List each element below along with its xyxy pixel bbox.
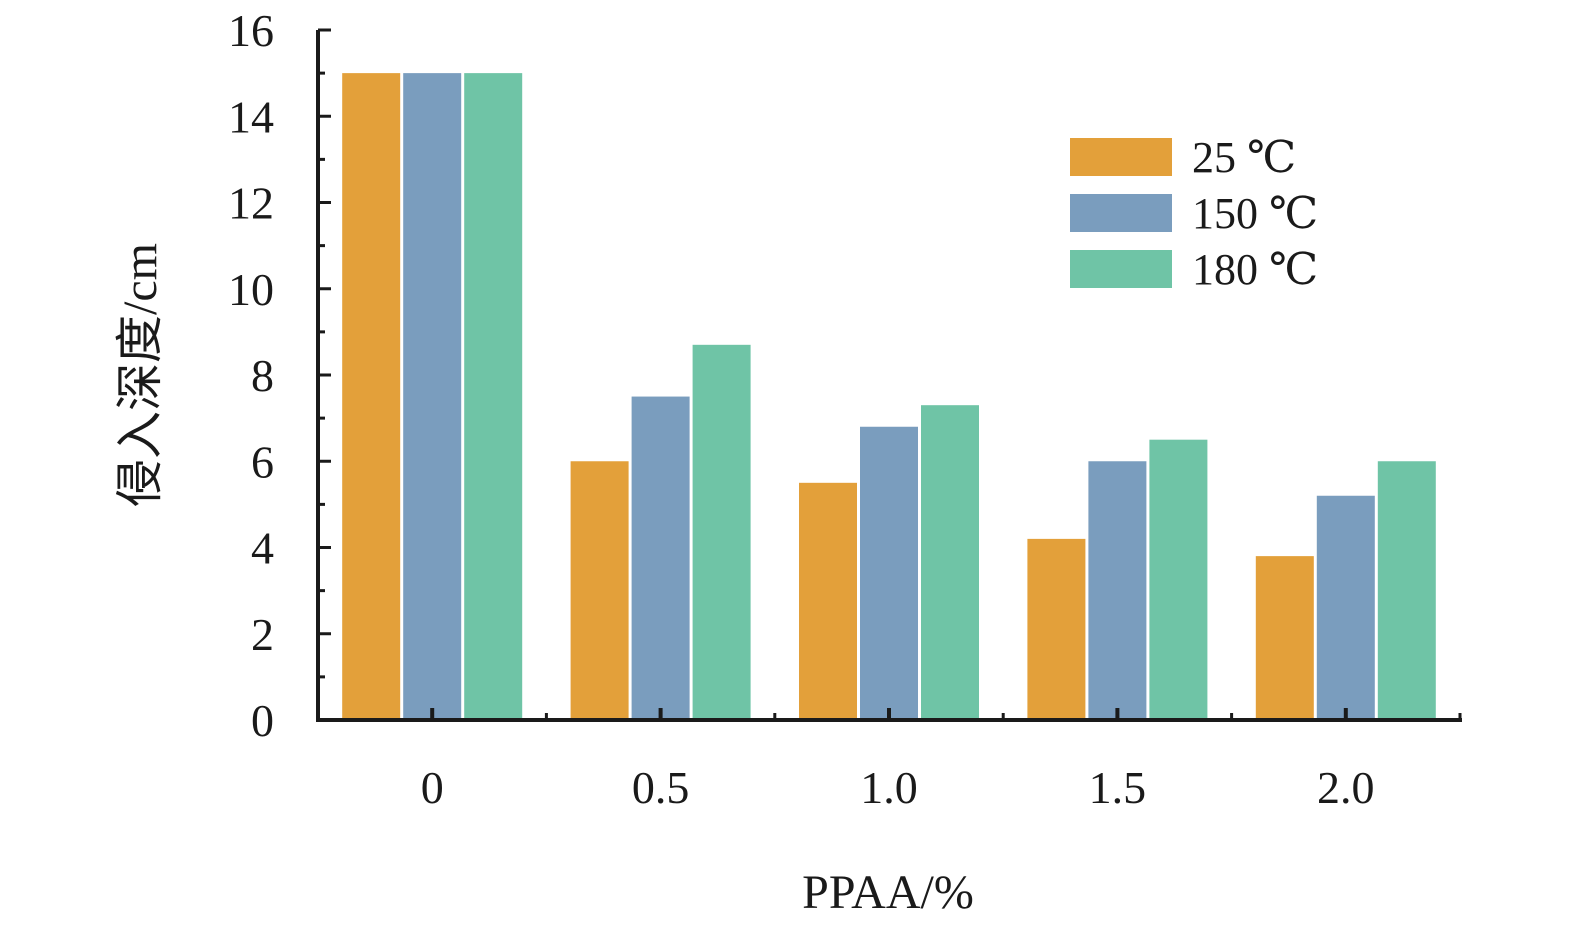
x-tick-label: 2.0 — [1317, 762, 1375, 813]
y-ticks-group: 0 2 4 6 8 10 12 14 16 — [228, 5, 331, 746]
y-axis-title: 侵入深度/cm — [114, 243, 167, 507]
x-tick-label: 1.5 — [1089, 762, 1147, 813]
x-tick-label: 0 — [421, 762, 444, 813]
bar-180-0-5 — [692, 344, 751, 720]
legend: 25 ℃ 150 ℃ 180 ℃ — [1070, 133, 1318, 294]
bar-150-2-0 — [1316, 495, 1375, 720]
bar-180-1-5 — [1149, 439, 1208, 720]
y-tick-label: 16 — [228, 5, 274, 56]
bars-group — [342, 73, 1436, 720]
bar-25-1-0 — [799, 482, 857, 720]
legend-swatch-25 — [1070, 138, 1172, 176]
y-tick-label: 4 — [251, 523, 274, 574]
x-axis-title: PPAA/% — [802, 866, 974, 919]
legend-swatch-150 — [1070, 194, 1172, 232]
y-tick-label: 8 — [251, 350, 274, 401]
bar-25-1-5 — [1027, 538, 1086, 720]
legend-label: 25 ℃ — [1192, 133, 1296, 182]
y-tick-label: 6 — [251, 436, 274, 487]
y-tick-label: 12 — [228, 178, 274, 229]
bar-150-1-0 — [860, 426, 918, 720]
y-tick-label: 0 — [251, 695, 274, 746]
legend-label: 180 ℃ — [1192, 245, 1318, 294]
bar-25-0-5 — [570, 461, 629, 720]
legend-label: 150 ℃ — [1192, 189, 1318, 238]
x-ticks-group: 0 0.5 1.0 1.5 2.0 — [421, 708, 1462, 813]
legend-swatch-180 — [1070, 250, 1172, 288]
bar-25-0 — [342, 73, 401, 720]
y-tick-label: 14 — [228, 91, 274, 142]
y-tick-label: 2 — [251, 609, 274, 660]
x-tick-label: 0.5 — [632, 762, 690, 813]
bar-180-1-0 — [921, 405, 979, 720]
bar-25-2-0 — [1255, 556, 1314, 720]
bar-150-1-5 — [1088, 461, 1147, 720]
x-tick-label: 1.0 — [860, 762, 918, 813]
bar-180-2-0 — [1377, 461, 1436, 720]
bar-150-0-5 — [631, 396, 690, 720]
bar-150-0 — [403, 73, 462, 720]
bar-180-0 — [464, 73, 523, 720]
y-tick-label: 10 — [228, 264, 274, 315]
